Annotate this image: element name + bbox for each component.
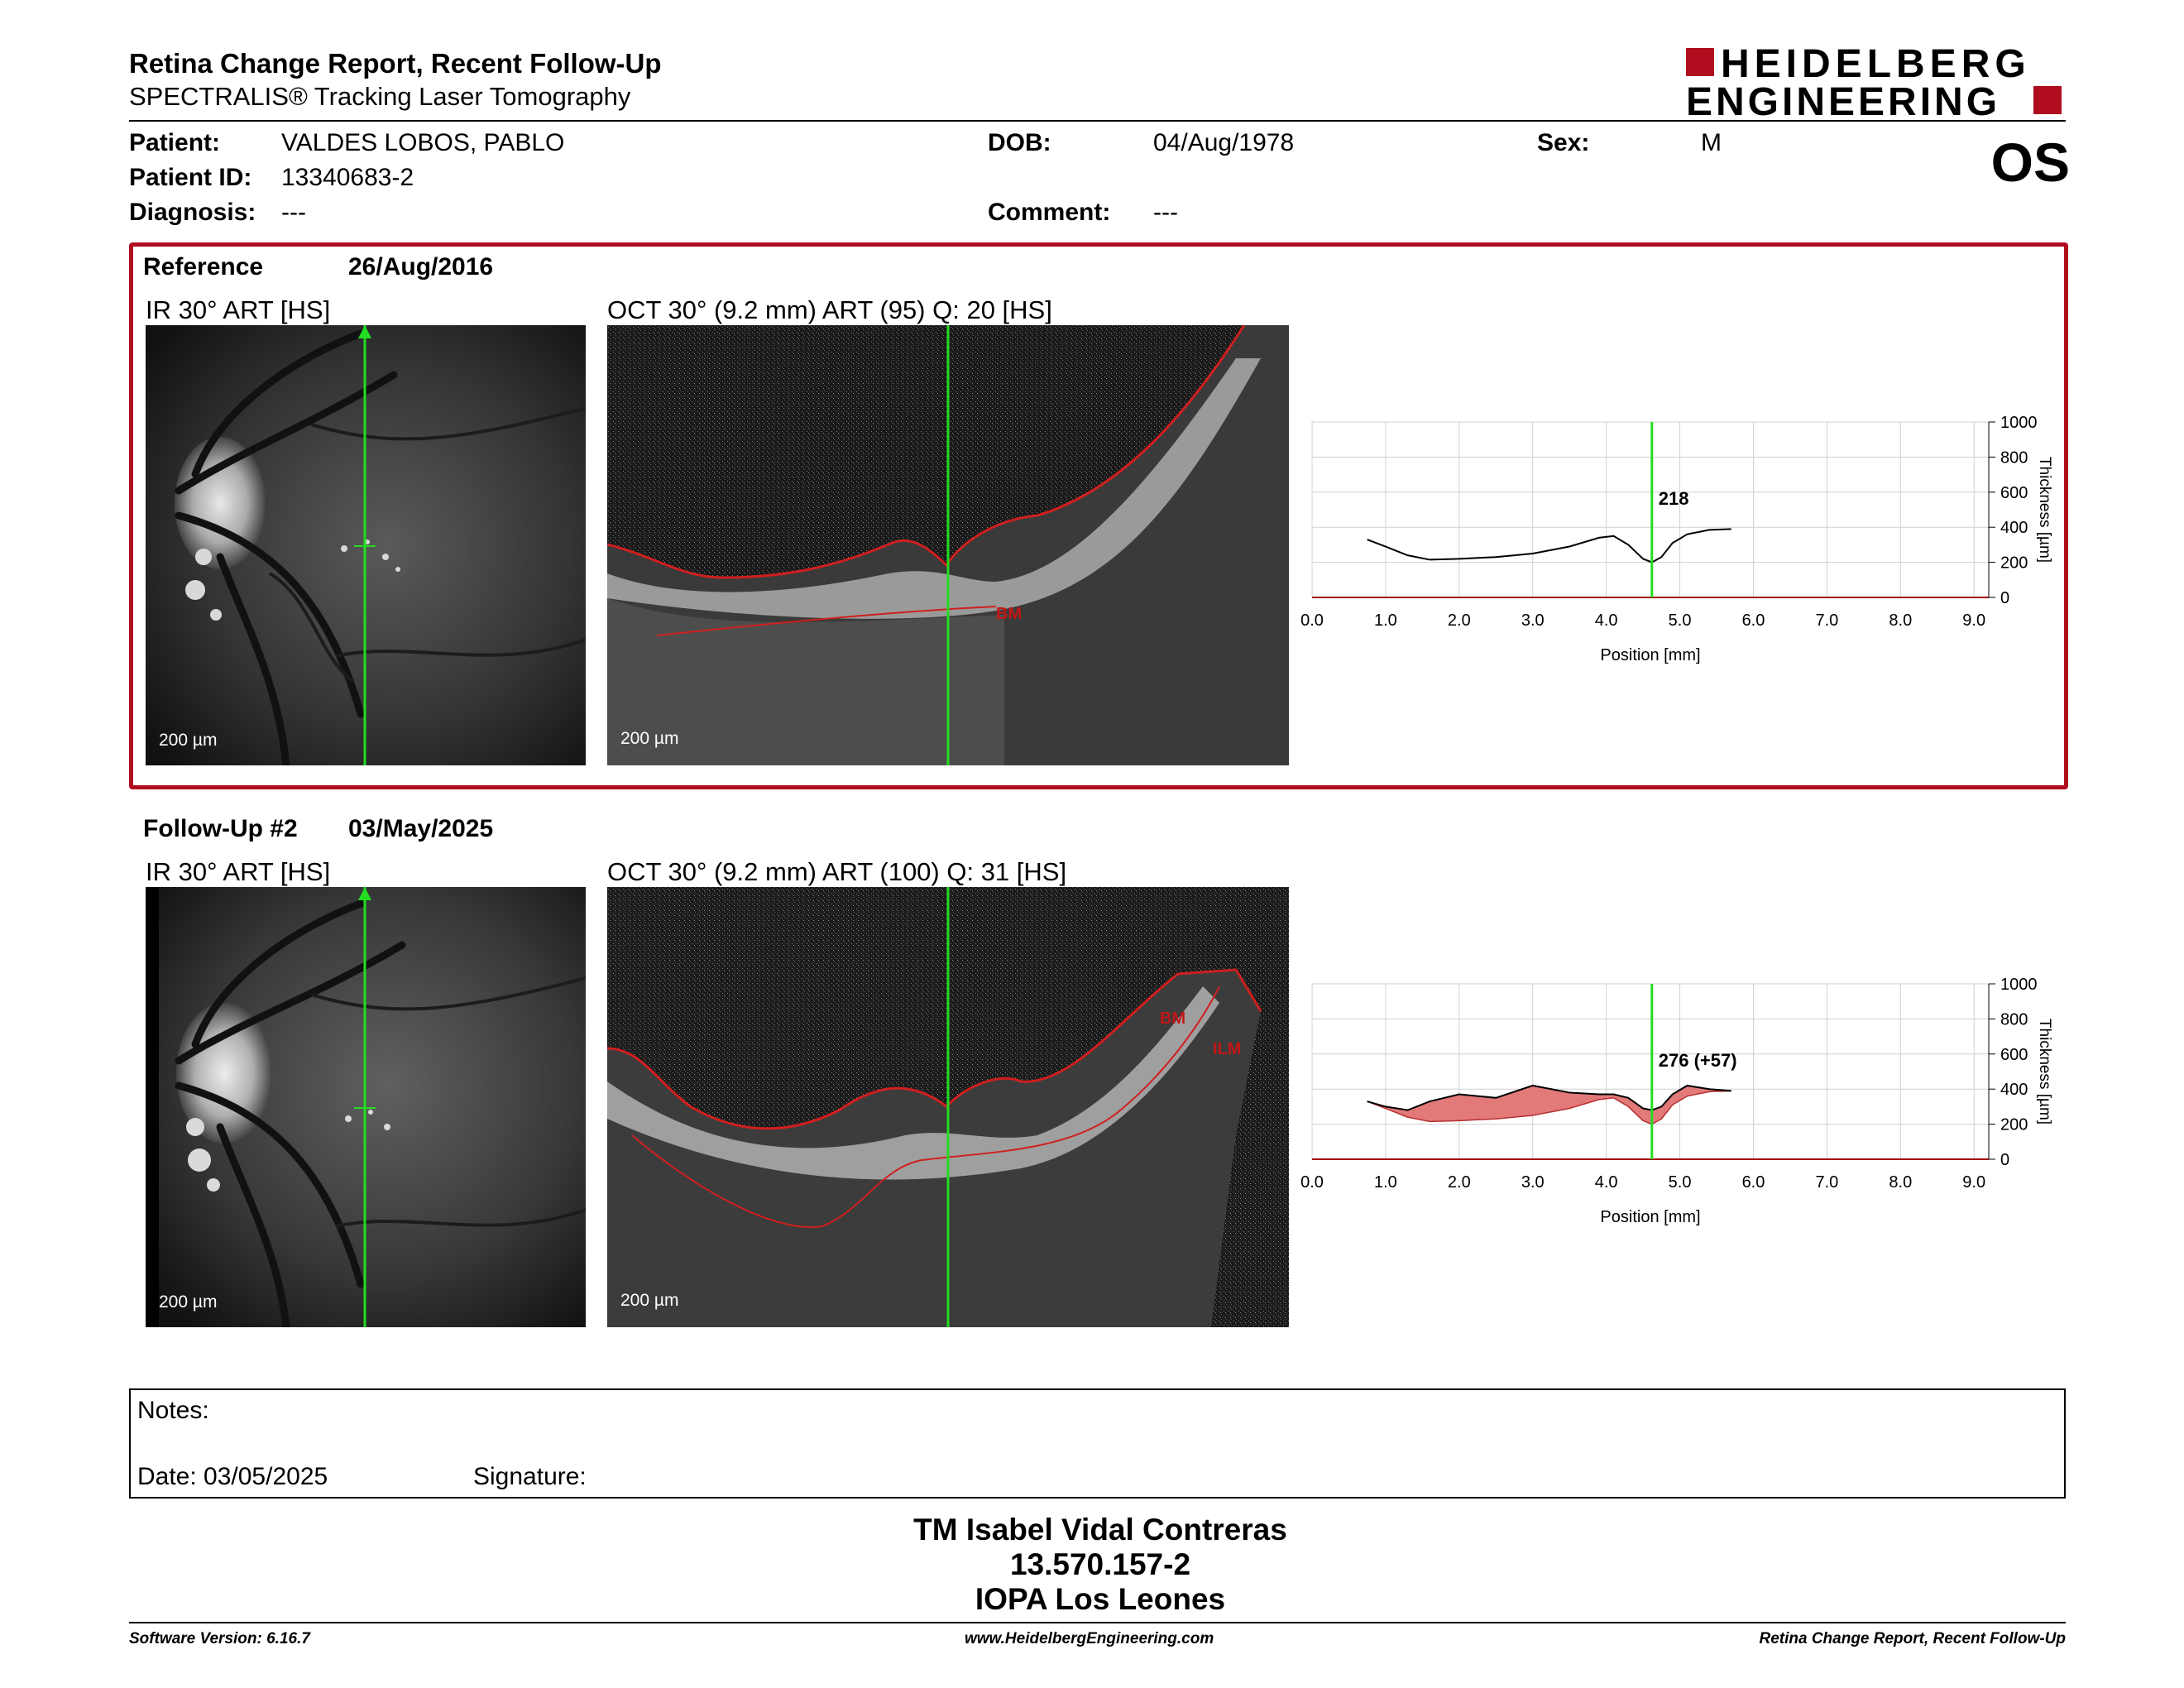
x-axis-label: Position [mm] bbox=[1600, 1208, 1700, 1226]
thickness-line bbox=[1367, 1084, 1731, 1111]
x-tick-label: 3.0 bbox=[1521, 611, 1545, 630]
y-axis-label: Thickness [µm] bbox=[2036, 1019, 2053, 1125]
reference-thickness-svg: 0.0 1.0 2.0 3.0 4.0 5.0 6.0 7.0 8.0 9.0 0 200 400 600… bbox=[1300, 414, 2053, 664]
x-tick-label: 4.0 bbox=[1595, 611, 1618, 630]
signature-line2: 13.570.157-2 bbox=[1009, 1547, 1191, 1581]
x-tick-label: 4.0 bbox=[1595, 1173, 1618, 1192]
signature-label: Signature: bbox=[473, 1463, 587, 1490]
y-tick-label: 1000 bbox=[2000, 976, 2038, 994]
followup-oct-image: BM ILM 200 µm bbox=[607, 887, 1289, 1327]
y-tick-label: 800 bbox=[2000, 1010, 2028, 1029]
reference-date: 26/Aug/2016 bbox=[348, 253, 494, 281]
followup-ir-scale: 200 µm bbox=[159, 1292, 218, 1312]
followup-oct-caption: OCT 30° (9.2 mm) ART (100) Q: 31 [HS] bbox=[607, 857, 1067, 886]
x-tick-label: 6.0 bbox=[1742, 611, 1765, 630]
report-subtitle: SPECTRALIS® Tracking Laser Tomography bbox=[129, 82, 631, 111]
reference-thickness-line bbox=[1367, 1090, 1731, 1125]
y-tick-label: 600 bbox=[2000, 484, 2028, 502]
followup-label: Follow-Up #2 bbox=[143, 815, 298, 842]
followup-oct-scale: 200 µm bbox=[620, 1291, 679, 1310]
y-tick-label: 0 bbox=[2000, 1151, 2009, 1169]
x-tick-label: 2.0 bbox=[1448, 1173, 1471, 1192]
patient-label: Patient: bbox=[129, 129, 221, 156]
x-tick-label: 2.0 bbox=[1448, 611, 1471, 630]
y-tick-label: 1000 bbox=[2000, 414, 2038, 432]
logo-line1: HEIDELBERG bbox=[1721, 42, 2031, 86]
footer-report-name: Retina Change Report, Recent Follow-Up bbox=[1759, 1630, 2066, 1647]
signature-line3: IOPA Los Leones bbox=[975, 1582, 1226, 1616]
x-tick-label: 9.0 bbox=[1962, 611, 1985, 630]
reference-oct-image: BM 200 µm bbox=[607, 325, 1289, 765]
reference-oct-caption: OCT 30° (9.2 mm) ART (95) Q: 20 [HS] bbox=[607, 295, 1052, 324]
x-tick-label: 0.0 bbox=[1300, 611, 1324, 630]
x-tick-label: 9.0 bbox=[1962, 1173, 1985, 1192]
x-tick-label: 8.0 bbox=[1889, 611, 1912, 630]
reference-label: Reference bbox=[143, 253, 264, 281]
eye-indicator: OS bbox=[1990, 132, 2070, 193]
y-tick-label: 0 bbox=[2000, 589, 2009, 607]
notes-label: Notes: bbox=[137, 1397, 209, 1424]
dob-label: DOB: bbox=[988, 129, 1051, 156]
y-tick-label: 400 bbox=[2000, 519, 2028, 537]
y-tick-label: 200 bbox=[2000, 554, 2028, 573]
followup-thickness-svg: 0.0 1.0 2.0 3.0 4.0 5.0 6.0 7.0 8.0 9.0 0 200 400 600… bbox=[1300, 976, 2053, 1226]
header-rule bbox=[129, 120, 2066, 122]
x-tick-label: 6.0 bbox=[1742, 1173, 1765, 1192]
reference-ir-image: 200 µm bbox=[146, 325, 586, 765]
x-tick-label: 8.0 bbox=[1889, 1173, 1912, 1192]
patient-id: 13340683-2 bbox=[281, 164, 414, 191]
diagnosis-value: --- bbox=[281, 199, 306, 226]
followup-ir-image: 200 µm bbox=[146, 887, 586, 1327]
patient-id-label: Patient ID: bbox=[129, 164, 252, 191]
patient-name: VALDES LOBOS, PABLO bbox=[281, 129, 565, 156]
y-tick-label: 600 bbox=[2000, 1046, 2028, 1064]
x-tick-label: 7.0 bbox=[1815, 611, 1838, 630]
x-tick-label: 5.0 bbox=[1669, 1173, 1692, 1192]
heidelberg-logo: HEIDELBERG ENGINEERING bbox=[1686, 42, 2067, 124]
sex-value: M bbox=[1701, 129, 1722, 156]
comment-value: --- bbox=[1153, 199, 1178, 226]
diagnosis-label: Diagnosis: bbox=[129, 199, 256, 226]
x-tick-label: 7.0 bbox=[1815, 1173, 1838, 1192]
reference-oct-scale: 200 µm bbox=[620, 729, 679, 748]
x-tick-label: 1.0 bbox=[1374, 1173, 1397, 1192]
logo-line2: ENGINEERING bbox=[1686, 80, 2001, 124]
cursor-thickness-label: 218 bbox=[1659, 488, 1689, 509]
x-tick-label: 0.0 bbox=[1300, 1173, 1324, 1192]
followup-bm-tag: BM bbox=[1160, 1009, 1185, 1028]
report-title: Retina Change Report, Recent Follow-Up bbox=[129, 48, 662, 79]
reference-bm-tag: BM bbox=[996, 605, 1022, 623]
followup-ir-caption: IR 30° ART [HS] bbox=[146, 857, 331, 886]
reference-frame bbox=[129, 242, 2068, 789]
followup-thickness-chart: 0.0 1.0 2.0 3.0 4.0 5.0 6.0 7.0 8.0 9.0 0 200 400 600… bbox=[1300, 976, 2078, 1240]
y-tick-label: 800 bbox=[2000, 448, 2028, 467]
x-tick-label: 1.0 bbox=[1374, 611, 1397, 630]
reference-thickness-chart: 0.0 1.0 2.0 3.0 4.0 5.0 6.0 7.0 8.0 9.0 0 200 400 600… bbox=[1300, 414, 2078, 679]
notes-date: Date: 03/05/2025 bbox=[137, 1463, 328, 1490]
followup-date: 03/May/2025 bbox=[348, 815, 494, 842]
y-tick-label: 400 bbox=[2000, 1081, 2028, 1099]
signature-line1: TM Isabel Vidal Contreras bbox=[913, 1513, 1287, 1547]
reference-ir-caption: IR 30° ART [HS] bbox=[146, 295, 331, 324]
followup-ilm-tag: ILM bbox=[1213, 1040, 1241, 1058]
footer-software-version: Software Version: 6.16.7 bbox=[129, 1630, 310, 1647]
comment-label: Comment: bbox=[988, 199, 1111, 226]
footer-website[interactable]: www.HeidelbergEngineering.com bbox=[965, 1630, 1214, 1647]
x-tick-label: 5.0 bbox=[1669, 611, 1692, 630]
reference-ir-scale: 200 µm bbox=[159, 731, 218, 750]
sex-label: Sex: bbox=[1537, 129, 1590, 156]
thickness-line bbox=[1367, 528, 1731, 563]
notes-box[interactable]: Notes: Date: 03/05/2025 Signature: bbox=[129, 1388, 2066, 1499]
y-axis-label: Thickness [µm] bbox=[2036, 457, 2053, 563]
cursor-thickness-label: 276 (+57) bbox=[1659, 1050, 1737, 1071]
y-tick-label: 200 bbox=[2000, 1116, 2028, 1134]
footer-rule bbox=[129, 1622, 2066, 1623]
x-axis-label: Position [mm] bbox=[1600, 646, 1700, 664]
dob-value: 04/Aug/1978 bbox=[1153, 129, 1295, 156]
x-tick-label: 3.0 bbox=[1521, 1173, 1545, 1192]
